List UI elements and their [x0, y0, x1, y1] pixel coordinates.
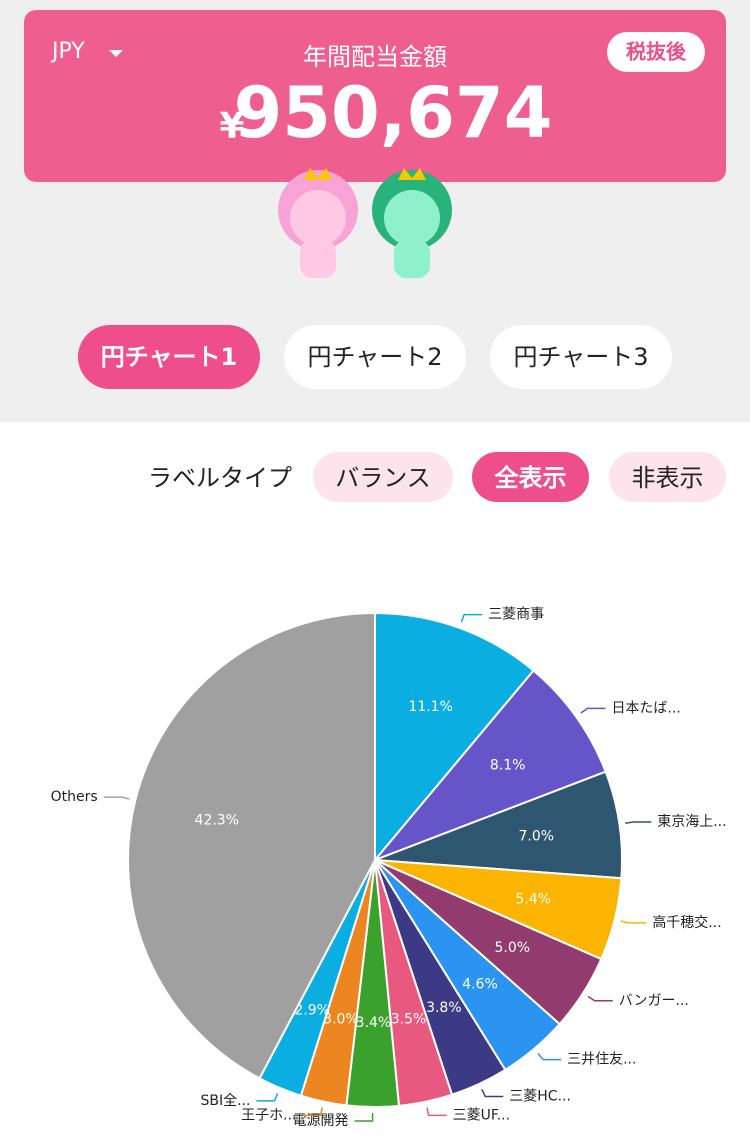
leader-line	[103, 796, 130, 800]
slice-category-label: 日本たば...	[611, 700, 680, 716]
leader-line	[587, 995, 613, 1002]
slice-value-label: 4.6%	[462, 977, 498, 993]
label-type-title: ラベルタイプ	[148, 464, 292, 492]
mascots	[278, 168, 452, 278]
slice-value-label: 3.4%	[356, 1015, 392, 1031]
slice-category-label: 三菱商事	[488, 607, 544, 623]
chart-tab-label[interactable]: 円チャート1	[101, 343, 237, 371]
slice-category-label: 三菱HC...	[509, 1089, 571, 1105]
label-option-text[interactable]: バランス	[335, 464, 431, 492]
slice-value-label: 2.9%	[294, 1002, 330, 1018]
slice-category-label: バンガー...	[619, 993, 689, 1009]
slice-category-label: 東京海上...	[657, 814, 726, 830]
label-option[interactable]	[609, 452, 726, 502]
leader-line	[426, 1107, 447, 1117]
slice-value-label: 3.8%	[426, 1000, 462, 1016]
summary-card	[24, 10, 726, 182]
currency-selector[interactable]: JPY	[50, 39, 85, 64]
pie-slice	[374, 770, 623, 880]
slice-category-label: 電源開発	[293, 1113, 349, 1129]
tax-badge-label[interactable]: 税抜後	[626, 40, 687, 64]
leader-line	[460, 613, 483, 623]
slice-value-label: 8.1%	[490, 757, 526, 773]
leader-line	[580, 707, 606, 714]
leader-line	[625, 821, 652, 824]
slice-value-label: 7.0%	[518, 828, 554, 844]
slice-value-label: 5.0%	[494, 940, 530, 956]
slice-category-label: 王子ホ...	[241, 1107, 296, 1123]
currency-symbol: ¥	[219, 106, 244, 147]
dividend-amount: 950,674	[234, 72, 553, 154]
leader-line	[354, 1112, 374, 1122]
chart-tab[interactable]	[78, 325, 260, 389]
slice-value-label: 3.5%	[391, 1012, 427, 1028]
slice-value-label: 11.1%	[408, 699, 452, 715]
label-option[interactable]	[472, 452, 589, 502]
tax-badge[interactable]	[607, 32, 705, 72]
pie-slice	[371, 669, 607, 863]
chart-tab-label[interactable]: 円チャート3	[513, 343, 648, 371]
slice-category-label: 三菱UF...	[453, 1107, 510, 1123]
slice-value-label: 3.0%	[323, 1011, 359, 1027]
leader-line	[302, 1107, 323, 1116]
leader-line	[537, 1053, 562, 1061]
slice-category-label: SBI全...	[200, 1092, 250, 1109]
slice-category-label: 三井住友...	[567, 1052, 636, 1068]
slice-value-label: 5.4%	[515, 891, 551, 907]
label-option[interactable]	[313, 452, 453, 502]
pie-slice	[127, 611, 376, 1080]
chart-tab[interactable]	[490, 325, 672, 389]
chart-tab-label[interactable]: 円チャート2	[307, 343, 442, 371]
card-title: 年間配当金額	[303, 43, 447, 71]
label-option-text[interactable]: 全表示	[494, 464, 567, 492]
pie-slice	[374, 611, 535, 863]
slice-category-label: Others	[51, 789, 98, 805]
chart-tab[interactable]	[284, 325, 466, 389]
leader-line	[481, 1088, 504, 1098]
leader-line	[256, 1093, 279, 1102]
slice-category-label: 高千穂交...	[652, 914, 721, 931]
leader-line	[620, 920, 647, 924]
slice-value-label: 42.3%	[195, 813, 239, 829]
label-option-text[interactable]: 非表示	[632, 464, 704, 492]
dropdown-arrow[interactable]	[109, 50, 123, 57]
